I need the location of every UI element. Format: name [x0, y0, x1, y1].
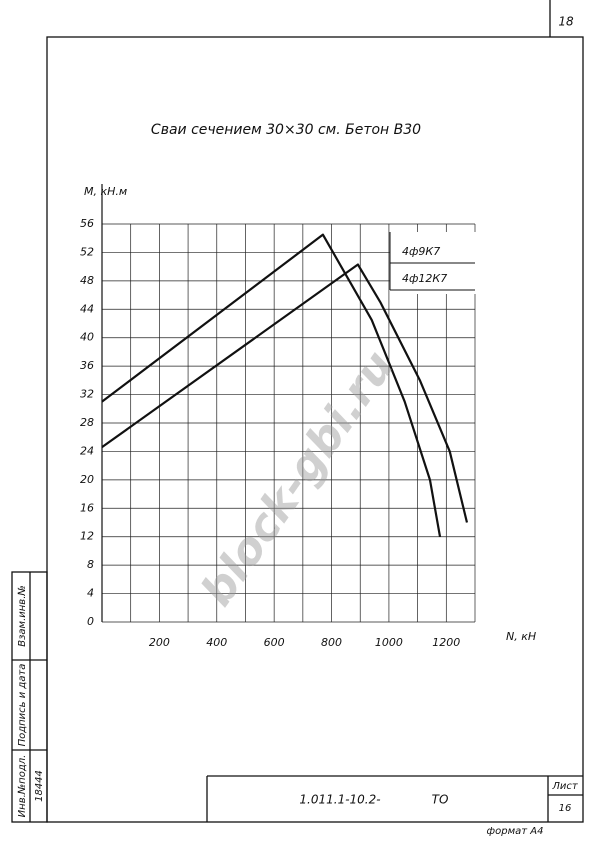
format: формат А4: [487, 826, 544, 837]
x-tick-label: 1200: [432, 636, 460, 649]
doc-type: ТО: [432, 793, 449, 807]
x-tick-label: 800: [321, 636, 342, 649]
y-tick-label: 0: [87, 615, 94, 628]
x-tick-label: 1000: [375, 636, 403, 649]
y-tick-label: 12: [80, 530, 94, 543]
y-tick-label: 24: [80, 444, 94, 457]
y-tick-label: 32: [80, 388, 94, 401]
frame: [11, 0, 584, 823]
y-tick-label: 16: [80, 501, 94, 514]
y-tick-label: 8: [87, 558, 94, 571]
y-tick-label: 28: [80, 416, 94, 429]
x-tick-label: 400: [206, 636, 227, 649]
y-axis-label: M, кН.м: [84, 185, 127, 198]
watermark: block-gbi.ru: [192, 342, 405, 616]
series-line: [101, 233, 442, 537]
y-tick-label: 52: [80, 245, 94, 258]
sheet-label: Лист: [551, 781, 579, 792]
series-line: [101, 263, 469, 523]
y-tick-label: 36: [80, 359, 94, 372]
sheet-number: 16: [559, 803, 572, 814]
side-stamp: Взам.инв.№: [17, 585, 28, 647]
x-tick-label: 200: [149, 636, 170, 649]
y-tick-label: 40: [80, 331, 94, 344]
legend-label: 4ф12К7: [402, 272, 447, 285]
doc-code: 1.011.1-10.2-: [299, 793, 380, 807]
side-stamp: Подпись и дата: [17, 664, 28, 747]
side-stamp: Инв.№подл.: [17, 755, 28, 818]
legend-label: 4ф9К7: [402, 245, 440, 258]
y-tick-label: 48: [80, 274, 94, 287]
y-tick-label: 44: [80, 302, 94, 315]
y-tick-label: 56: [80, 217, 94, 230]
x-tick-label: 600: [264, 636, 285, 649]
y-tick-label: 20: [80, 473, 94, 486]
chart-title: Сваи сечением 30×30 см. Бетон В30: [151, 122, 421, 138]
inventory-number: 18444: [34, 770, 45, 802]
page-corner: 18: [558, 15, 574, 29]
x-axis-label: N, кН: [506, 630, 536, 643]
y-tick-label: 4: [87, 587, 94, 600]
